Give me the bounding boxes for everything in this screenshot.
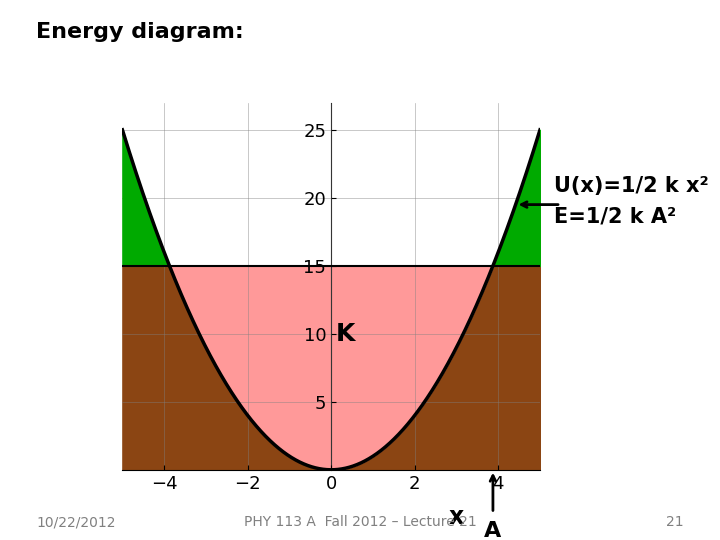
Text: Energy diagram:: Energy diagram: xyxy=(36,22,244,42)
Text: E=1/2 k A²: E=1/2 k A² xyxy=(554,206,677,226)
Text: U(x)=1/2 k x²: U(x)=1/2 k x² xyxy=(554,176,709,197)
Text: x: x xyxy=(449,505,464,529)
Text: A: A xyxy=(485,521,502,540)
Text: 21: 21 xyxy=(667,515,684,529)
Text: PHY 113 A  Fall 2012 – Lecture 21: PHY 113 A Fall 2012 – Lecture 21 xyxy=(243,515,477,529)
Text: 10/22/2012: 10/22/2012 xyxy=(36,515,115,529)
Text: K: K xyxy=(336,322,356,346)
